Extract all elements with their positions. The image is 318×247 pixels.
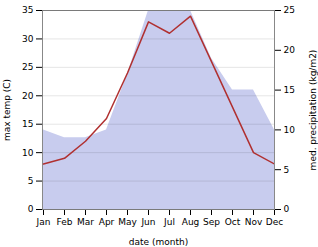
svg-text:Oct: Oct [225,217,241,227]
svg-text:date (month): date (month) [129,237,188,247]
svg-text:30: 30 [22,34,34,44]
svg-text:Jul: Jul [163,217,175,227]
svg-text:0: 0 [284,204,290,214]
svg-text:10: 10 [22,148,34,158]
svg-text:Apr: Apr [99,217,115,227]
svg-text:Dec: Dec [266,217,283,227]
svg-text:25: 25 [22,62,33,72]
svg-text:Jun: Jun [140,217,155,227]
svg-text:0: 0 [28,204,34,214]
svg-text:Mar: Mar [77,217,94,227]
svg-text:Jan: Jan [36,217,51,227]
svg-text:May: May [118,217,137,227]
svg-text:Sep: Sep [203,217,220,227]
svg-text:med. precipitation (kg/m2): med. precipitation (kg/m2) [308,50,318,171]
svg-text:15: 15 [22,119,33,129]
svg-text:15: 15 [284,85,295,95]
svg-text:20: 20 [284,45,296,55]
svg-text:5: 5 [284,165,290,175]
svg-text:Nov: Nov [245,217,263,227]
svg-text:20: 20 [22,91,34,101]
svg-text:10: 10 [284,125,296,135]
svg-text:25: 25 [284,5,295,15]
svg-text:Aug: Aug [182,217,200,227]
svg-text:35: 35 [22,5,33,15]
svg-text:5: 5 [28,176,34,186]
svg-text:max temp (C): max temp (C) [2,79,12,141]
svg-text:Feb: Feb [57,217,73,227]
